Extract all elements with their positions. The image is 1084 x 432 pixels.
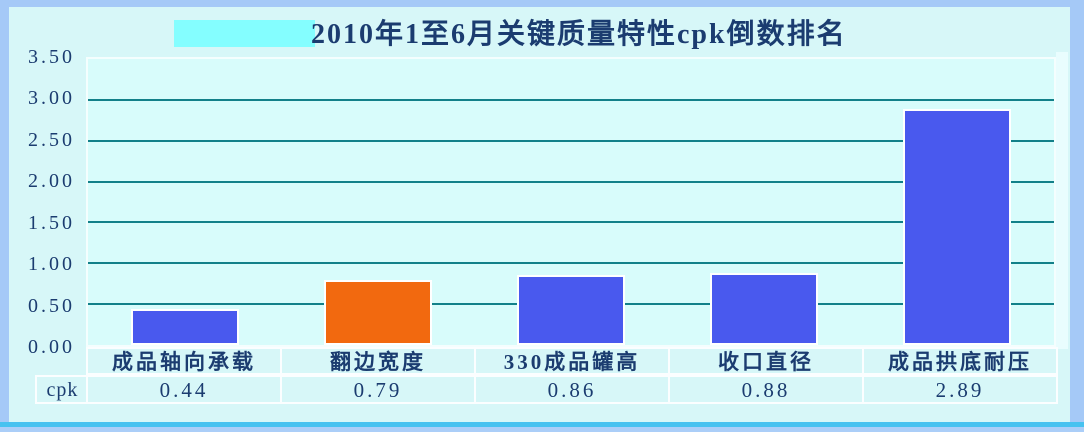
bar-成品拱底耐压[interactable] bbox=[903, 109, 1011, 345]
y-tick-label-2.50: 2.50 bbox=[28, 129, 75, 151]
bar-330成品罐高[interactable] bbox=[517, 275, 625, 345]
cpk-value-收口直径: 0.88 bbox=[668, 375, 864, 404]
category-label-翻边宽度: 翻边宽度 bbox=[280, 347, 476, 375]
cpk-value-成品轴向承载: 0.44 bbox=[86, 375, 282, 404]
category-label-收口直径: 收口直径 bbox=[668, 347, 864, 375]
bar-翻边宽度[interactable] bbox=[324, 280, 432, 345]
bar-成品轴向承载[interactable] bbox=[131, 309, 239, 345]
category-label-成品拱底耐压: 成品拱底耐压 bbox=[862, 347, 1058, 375]
y-tick-label-0.50: 0.50 bbox=[28, 295, 75, 317]
bottom-accent-line bbox=[0, 422, 1084, 427]
title-highlight-box bbox=[174, 20, 315, 47]
chart-title: 2010年1至6月关键质量特性cpk倒数排名 bbox=[311, 19, 847, 50]
category-label-330成品罐高: 330成品罐高 bbox=[474, 347, 670, 375]
plot-right-gap bbox=[1056, 52, 1068, 349]
category-label-成品轴向承载: 成品轴向承载 bbox=[86, 347, 282, 375]
gridline-2.50 bbox=[88, 140, 1054, 142]
bar-收口直径[interactable] bbox=[710, 273, 818, 345]
cpk-value-翻边宽度: 0.79 bbox=[280, 375, 476, 404]
y-tick-label-3.50: 3.50 bbox=[28, 46, 75, 68]
y-tick-label-1.00: 1.00 bbox=[28, 253, 75, 275]
y-tick-label-3.00: 3.00 bbox=[28, 87, 75, 109]
y-tick-label-1.50: 1.50 bbox=[28, 212, 75, 234]
plot-area bbox=[86, 57, 1056, 347]
y-tick-label-0.00: 0.00 bbox=[28, 336, 75, 358]
cpk-value-330成品罐高: 0.86 bbox=[474, 375, 670, 404]
gridline-2.00 bbox=[88, 181, 1054, 183]
bottom-border bbox=[0, 427, 1084, 432]
gridline-3.00 bbox=[88, 99, 1054, 101]
gridline-1.00 bbox=[88, 262, 1054, 264]
y-tick-label-2.00: 2.00 bbox=[28, 170, 75, 192]
chart-canvas: 2010年1至6月关键质量特性cpk倒数排名 3.50 3.00 2.50 2.00 1… bbox=[9, 7, 1070, 422]
data-table-row-header: cpk bbox=[35, 375, 90, 404]
cpk-value-成品拱底耐压: 2.89 bbox=[862, 375, 1058, 404]
gridline-1.50 bbox=[88, 221, 1054, 223]
